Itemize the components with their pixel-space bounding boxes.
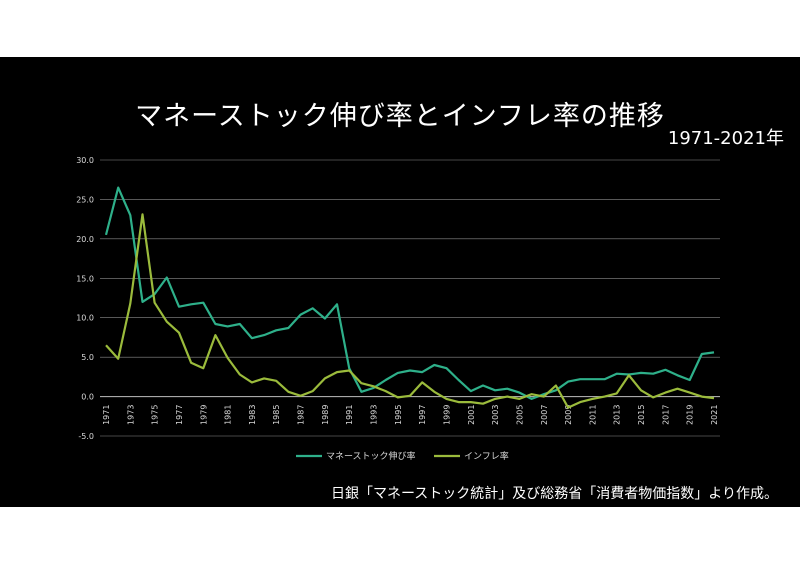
x-tick-label: 1979	[199, 405, 208, 425]
x-tick-label: 1999	[442, 405, 451, 425]
x-tick-label: 2013	[613, 405, 622, 425]
y-tick-label: 25.0	[76, 195, 94, 204]
x-tick-label: 1993	[370, 405, 379, 425]
x-tick-label: 1991	[345, 405, 354, 425]
x-tick-label: 2011	[588, 405, 597, 425]
series-line-inflation	[105, 213, 715, 409]
x-tick-label: 1987	[297, 405, 306, 425]
y-tick-label: 20.0	[76, 235, 94, 244]
x-tick-label: 2007	[540, 405, 549, 425]
chart-subtitle: 1971-2021年	[667, 128, 784, 149]
y-tick-label: 5.0	[81, 353, 94, 362]
x-tick-label: 2001	[467, 405, 476, 425]
x-tick-label: 2003	[491, 405, 500, 425]
x-tick-label: 2015	[637, 405, 646, 425]
y-tick-label: 15.0	[76, 274, 94, 283]
y-tick-label: 0.0	[81, 393, 94, 402]
x-tick-label: 1981	[224, 405, 233, 425]
x-tick-label: 1985	[272, 405, 281, 425]
x-tick-label: 2017	[661, 405, 670, 425]
x-tick-label: 2009	[564, 405, 573, 425]
x-tick-label: 1973	[126, 405, 135, 425]
x-tick-label: 2021	[710, 405, 719, 425]
chart-title: マネーストック伸び率とインフレ率の推移	[135, 101, 665, 132]
x-tick-label: 1995	[394, 405, 403, 425]
series-line-money-stock	[104, 186, 715, 400]
y-tick-label: 10.0	[76, 314, 94, 323]
x-tick-label: 1977	[175, 405, 184, 425]
y-tick-label: -5.0	[78, 432, 94, 441]
y-tick-label: 30.0	[76, 156, 94, 165]
x-tick-label: 1975	[151, 405, 160, 425]
legend-label: インフレ率	[464, 450, 509, 462]
source-note: 日銀「マネーストック統計」及び総務省「消費者物価指数」より作成。	[330, 486, 778, 502]
legend-label: マネーストック伸び率	[326, 450, 416, 462]
x-tick-label: 1997	[418, 405, 427, 425]
x-tick-label: 1989	[321, 405, 330, 425]
x-tick-label: 2005	[515, 405, 524, 425]
x-tick-label: 2019	[686, 405, 695, 425]
x-tick-label: 1971	[102, 405, 111, 425]
x-tick-label: 1983	[248, 405, 257, 425]
